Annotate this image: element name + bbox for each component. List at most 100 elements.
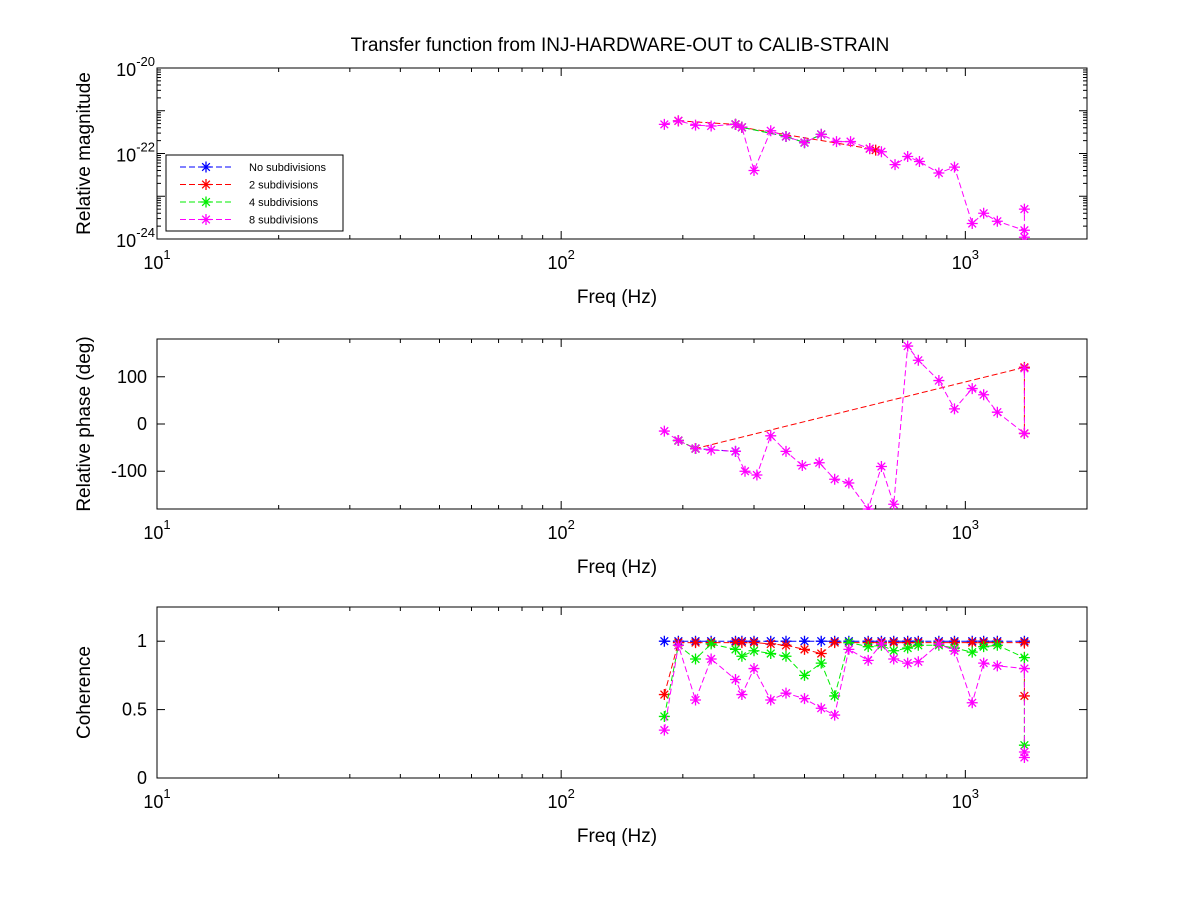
data-point [978, 207, 990, 219]
y-tick-label: 0 [137, 414, 147, 434]
series-8-subdivisions [658, 115, 1030, 240]
y-tick-label: 10-24 [116, 225, 155, 251]
data-point [815, 702, 827, 714]
series-8-subdivisions [658, 340, 1030, 510]
x-tick-label: 102 [548, 517, 575, 543]
x-tick-label: 103 [952, 517, 979, 543]
data-point [843, 643, 855, 655]
data-point [796, 460, 808, 472]
legend-label: 8 subdivisions [249, 215, 319, 227]
data-point [765, 638, 777, 650]
subplot-coherence: 101 102 103 0 0.5 1 Freq (Hz) Coherence [74, 606, 1088, 847]
x-tick-label: 102 [548, 247, 575, 273]
data-point [864, 143, 876, 155]
data-point [1018, 637, 1030, 649]
data-point [799, 137, 810, 149]
data-point [966, 637, 978, 649]
x-axis-label: Freq (Hz) [577, 557, 657, 578]
data-point [730, 637, 742, 649]
data-point [705, 444, 717, 456]
data-point [815, 635, 827, 647]
data-point [1018, 224, 1030, 236]
data-point [1018, 203, 1030, 215]
data-point [799, 693, 810, 705]
x-tick-label: 102 [548, 786, 575, 812]
data-point [966, 646, 978, 658]
data-point [815, 128, 827, 140]
data-point [690, 637, 702, 649]
data-point [690, 119, 702, 131]
data-point [933, 167, 945, 179]
data-point [948, 645, 960, 657]
y-axis-label: Relative phase (deg) [74, 336, 95, 511]
data-point [705, 653, 717, 665]
data-point [888, 637, 900, 649]
data-point [765, 648, 777, 660]
legend-item: No subdivisions [180, 161, 327, 174]
data-point [690, 653, 702, 665]
data-point [966, 697, 978, 709]
data-point [658, 724, 670, 736]
data-point [690, 443, 702, 455]
data-point [902, 151, 914, 163]
data-point [912, 354, 924, 366]
data-point [888, 653, 900, 665]
data-point [799, 643, 810, 655]
data-point [736, 121, 748, 133]
data-point [730, 445, 742, 457]
data-point [748, 663, 760, 675]
data-point [933, 638, 945, 650]
y-tick-label: 10-22 [116, 140, 155, 166]
data-point [658, 635, 670, 647]
series-layer [658, 115, 1030, 240]
y-tick-label: 0.5 [122, 700, 147, 720]
data-point [862, 654, 874, 666]
data-point [1018, 427, 1030, 439]
data-point [690, 694, 702, 706]
data-point [736, 637, 748, 649]
x-axis-label: Freq (Hz) [577, 826, 657, 847]
series-layer [658, 340, 1030, 510]
data-point [991, 660, 1003, 672]
data-point [978, 657, 990, 669]
legend-marker [200, 161, 212, 173]
data-point [748, 637, 760, 649]
data-point [730, 643, 742, 655]
legend-label: 2 subdivisions [249, 180, 319, 192]
data-point [739, 465, 751, 477]
data-point [875, 638, 887, 650]
data-point [888, 498, 900, 510]
legend-marker [200, 179, 212, 190]
data-point [780, 445, 792, 457]
data-point [672, 435, 684, 447]
y-tick-label: 10-20 [116, 54, 155, 80]
data-point [730, 118, 742, 130]
data-point [875, 146, 887, 158]
data-point [799, 669, 810, 681]
data-point [799, 635, 810, 647]
data-point [829, 690, 841, 702]
subplots: 101 102 103 10-24 10-22 10-20 Freq (Hz) Relativ… [74, 54, 1088, 847]
data-point [736, 689, 748, 701]
data-point [829, 637, 841, 649]
data-point [658, 689, 670, 701]
data-point [736, 650, 748, 662]
axes-box [156, 338, 1088, 510]
legend-marker [200, 214, 212, 225]
data-point [843, 637, 855, 649]
data-point [862, 503, 874, 510]
x-ticks [156, 339, 1088, 509]
x-tick-label: 103 [952, 247, 979, 273]
data-point [748, 645, 760, 657]
legend-label: 4 subdivisions [249, 197, 319, 209]
data-point [748, 165, 760, 177]
data-point [991, 215, 1003, 227]
data-point [845, 136, 857, 148]
data-point [672, 115, 684, 127]
data-point [902, 642, 914, 654]
axes-box [156, 606, 1088, 779]
series-layer [658, 635, 1030, 763]
data-point [902, 657, 914, 669]
x-tick-label: 101 [143, 786, 170, 812]
